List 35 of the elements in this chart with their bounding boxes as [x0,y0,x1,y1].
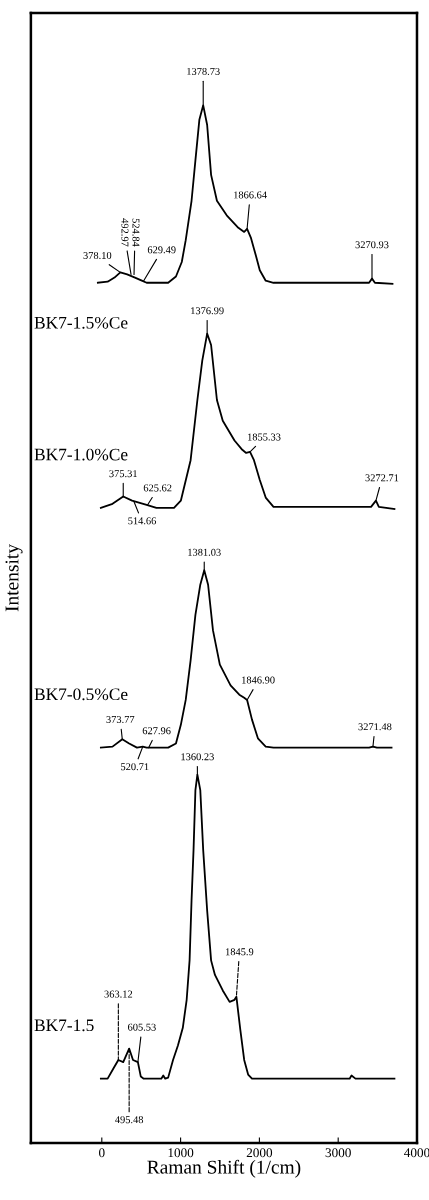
annotation: 1845.9 [225,948,254,956]
x-tick-label: 1000 [168,1148,194,1158]
x-axis-title: Raman Shift (1/cm) [147,1159,301,1178]
annotation: 524.84 [132,218,140,247]
annotation: 373.77 [106,715,135,723]
annotation: 1866.64 [234,191,267,199]
annotation: 3270.93 [355,241,389,249]
text: BK7-1.5 [34,1019,94,1032]
x-tick-label: 3000 [325,1148,351,1158]
annotation: 627.96 [142,727,171,735]
annotation: 605.53 [128,1023,156,1031]
text: BK7-1.0%Ce [34,448,128,461]
x-tick-label: 2000 [246,1148,273,1158]
annotation: 625.62 [143,484,172,492]
x-tick-label: 4000 [404,1148,429,1158]
annotation: 1855.33 [248,433,281,441]
y-axis-title: Intensity [5,544,23,612]
annotation: 514.66 [128,517,157,525]
annotation: 1381.03 [188,548,221,556]
annotation: 1360.23 [181,753,214,761]
annotation: 375.31 [109,470,137,478]
x-tick-label: 0 [99,1148,105,1158]
annotation: 520.71 [121,763,149,771]
annotation: 363.12 [104,990,133,998]
annotation: 378.10 [83,251,112,260]
annotation: 3272.71 [365,474,399,482]
annotation: 1376.99 [191,307,224,315]
annotation: 629.49 [147,246,176,254]
annotation: 492.97 [121,218,129,247]
annotation: 3271.48 [358,723,392,731]
annotation: 1846.90 [242,676,275,684]
text: BK7-1.5%Ce [34,316,128,329]
text: BK7-0.5%Ce [34,688,128,701]
annotation: 495.48 [115,1116,144,1124]
annotation: 1378.73 [187,67,220,75]
